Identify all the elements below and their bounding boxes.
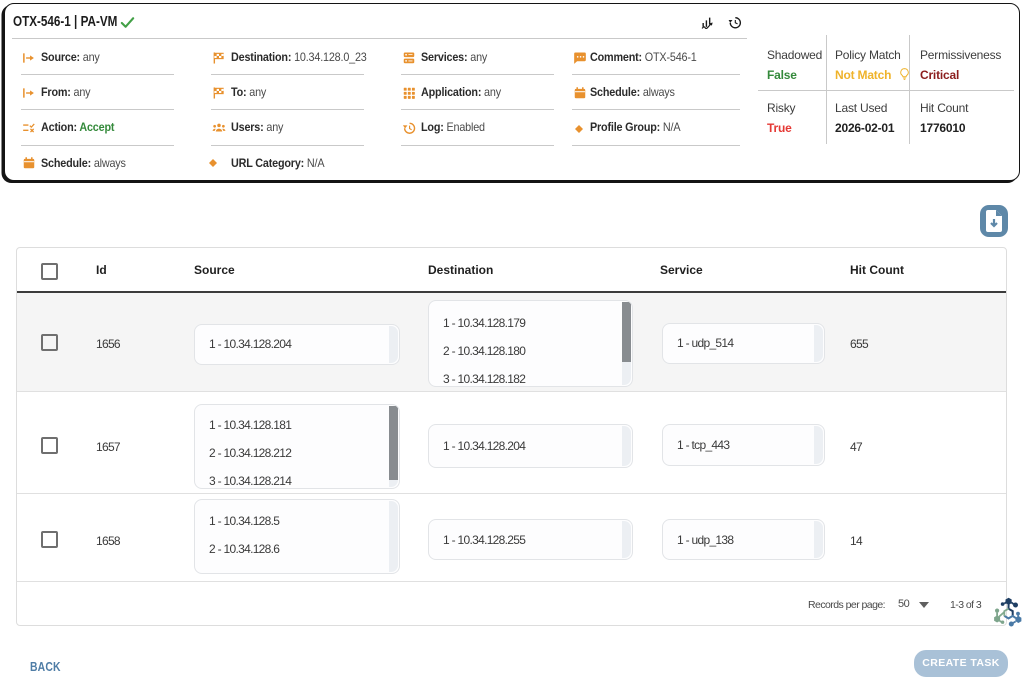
- svg-text:OTX-546-1 | PA-VM: OTX-546-1 | PA-VM: [13, 13, 117, 30]
